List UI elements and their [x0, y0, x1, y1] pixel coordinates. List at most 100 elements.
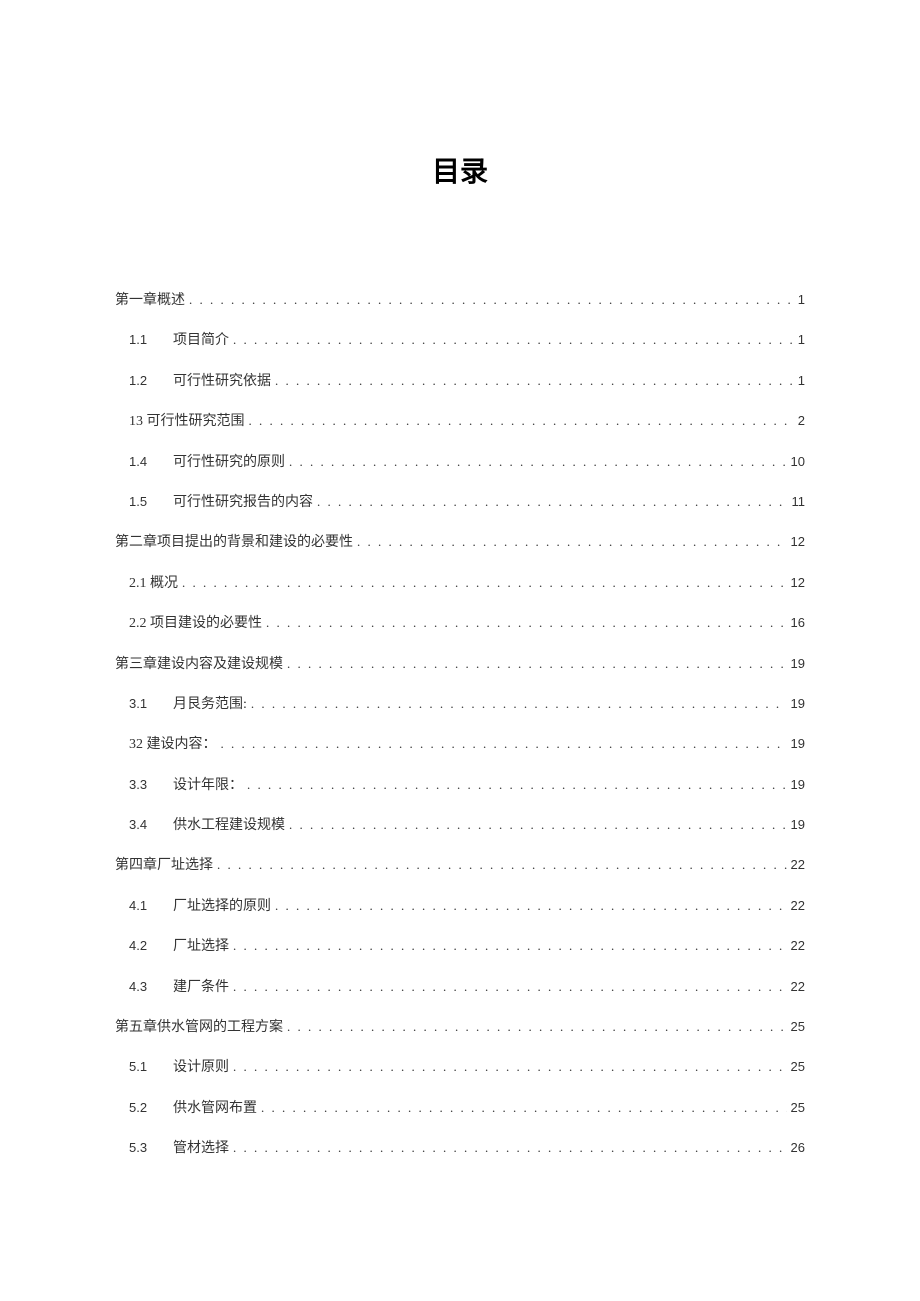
- toc-leader-dots: [182, 573, 787, 594]
- document-page: 目录 第一章概述11.1项目简介11.2可行性研究依据113 可行性研究范围21…: [0, 0, 920, 1279]
- toc-entry-number: 1.4: [129, 452, 153, 473]
- toc-entry-page: 16: [791, 613, 805, 634]
- toc-entry-page: 1: [798, 290, 805, 311]
- toc-entry-text: 可行性研究的原则: [173, 452, 285, 474]
- toc-entry: 4.3建厂条件22: [129, 977, 805, 999]
- page-title: 目录: [115, 150, 805, 190]
- toc-entry: 2.2 项目建设的必要性 16: [129, 613, 805, 635]
- toc-entry-number: 5.2: [129, 1098, 153, 1119]
- toc-entry-text: 第五章供水管网的工程方案: [115, 1017, 283, 1039]
- toc-entry-text: 2.1 概况: [129, 573, 178, 595]
- toc-entry-page: 19: [791, 775, 805, 796]
- toc-entry: 1.5 可行性研究报告的内容 11: [129, 492, 805, 514]
- toc-entry-number: 3.3: [129, 775, 153, 796]
- toc-entry-text: 厂址选择: [173, 936, 229, 958]
- toc-entry-page: 25: [791, 1098, 805, 1119]
- toc-entry-text: 厂址选择的原则: [173, 896, 271, 918]
- toc-entry-text: 可行性研究依据: [173, 371, 271, 393]
- toc-entry-number: 5.3: [129, 1138, 153, 1159]
- toc-entry-number: 5.1: [129, 1057, 153, 1078]
- toc-entry: 第三章建设内容及建设规模 19: [115, 654, 805, 676]
- toc-leader-dots: [317, 492, 788, 513]
- toc-entry: 4.2 厂址选择 22: [129, 936, 805, 958]
- toc-entry: 13 可行性研究范围 2: [129, 411, 805, 433]
- toc-entry: 1.4 可行性研究的原则 10: [129, 452, 805, 474]
- toc-entry-text: 月艮务范围:: [173, 694, 247, 716]
- table-of-contents: 第一章概述 1 1.1 项目简介 1 1.2 可行性研究依据 1 13 可行性研究范围 2 1.4 可…: [115, 290, 805, 1161]
- toc-leader-dots: [357, 532, 787, 553]
- toc-entry: 1.2 可行性研究依据 1: [129, 371, 805, 393]
- toc-entry-text: 32 建设内容：: [129, 734, 217, 756]
- toc-entry-page: 1: [798, 371, 805, 392]
- toc-leader-dots: [233, 1138, 787, 1159]
- toc-entry-page: 1: [798, 330, 805, 351]
- toc-entry: 2.1 概况 12: [129, 573, 805, 595]
- toc-entry: 3.4 供水工程建设规模 19: [129, 815, 805, 837]
- toc-leader-dots: [266, 613, 787, 634]
- toc-entry: 5.3管材选择26: [129, 1138, 805, 1160]
- toc-entry: 5.1 设计原则 25: [129, 1057, 805, 1079]
- toc-entry: 第二章项目提出的背景和建设的必要性 12: [115, 532, 805, 554]
- toc-entry-number: 1.1: [129, 330, 153, 351]
- toc-entry-text: 13 可行性研究范围: [129, 411, 245, 433]
- toc-entry-text: 第四章厂址选择: [115, 855, 213, 877]
- toc-entry: 1.1 项目简介 1: [129, 330, 805, 352]
- toc-entry-page: 19: [791, 694, 805, 715]
- toc-leader-dots: [233, 936, 787, 957]
- toc-leader-dots: [251, 694, 787, 715]
- toc-entry-number: 4.1: [129, 896, 153, 917]
- toc-entry-number: 4.2: [129, 936, 153, 957]
- toc-entry: 第四章厂址选择 22: [115, 855, 805, 877]
- toc-entry-page: 12: [791, 532, 805, 553]
- toc-entry: 5.2供水管网布置25: [129, 1098, 805, 1120]
- toc-entry-text: 第一章概述: [115, 290, 185, 312]
- toc-entry-text: 管材选择: [173, 1138, 229, 1160]
- toc-entry: 3.1 月艮务范围: 19: [129, 694, 805, 716]
- toc-entry-text: 可行性研究报告的内容: [173, 492, 313, 514]
- toc-leader-dots: [287, 1017, 787, 1038]
- toc-leader-dots: [275, 371, 794, 392]
- toc-entry-page: 2: [798, 411, 805, 432]
- toc-entry-page: 22: [791, 855, 805, 876]
- toc-entry-page: 22: [791, 896, 805, 917]
- toc-entry-text: 项目简介: [173, 330, 229, 352]
- toc-entry-page: 11: [792, 492, 806, 513]
- toc-leader-dots: [261, 1098, 787, 1119]
- toc-entry-page: 19: [791, 734, 805, 755]
- toc-entry-text: 设计年限：: [173, 775, 243, 797]
- toc-entry-number: 1.5: [129, 492, 153, 513]
- toc-entry-page: 22: [791, 977, 805, 998]
- toc-leader-dots: [233, 330, 794, 351]
- toc-leader-dots: [221, 734, 787, 755]
- toc-leader-dots: [249, 411, 794, 432]
- toc-entry-text: 设计原则: [173, 1057, 229, 1079]
- toc-entry-text: 供水工程建设规模: [173, 815, 285, 837]
- toc-entry: 32 建设内容： 19: [129, 734, 805, 756]
- toc-entry: 第五章供水管网的工程方案 25: [115, 1017, 805, 1039]
- toc-entry-number: 3.1: [129, 694, 153, 715]
- toc-leader-dots: [247, 775, 787, 796]
- toc-leader-dots: [233, 977, 787, 998]
- toc-leader-dots: [289, 452, 787, 473]
- toc-entry-page: 10: [791, 452, 805, 473]
- toc-entry-page: 19: [791, 654, 805, 675]
- toc-leader-dots: [275, 896, 787, 917]
- toc-entry-page: 12: [791, 573, 805, 594]
- toc-entry-page: 19: [791, 815, 805, 836]
- toc-entry-page: 25: [791, 1057, 805, 1078]
- toc-entry: 第一章概述 1: [115, 290, 805, 312]
- toc-entry-number: 4.3: [129, 977, 153, 998]
- toc-leader-dots: [217, 855, 787, 876]
- toc-leader-dots: [287, 654, 787, 675]
- toc-entry-text: 第二章项目提出的背景和建设的必要性: [115, 532, 353, 554]
- toc-entry: 3.3 设计年限： 19: [129, 775, 805, 797]
- toc-entry-number: 3.4: [129, 815, 153, 836]
- toc-entry-page: 22: [791, 936, 805, 957]
- toc-entry-text: 2.2 项目建设的必要性: [129, 613, 262, 635]
- toc-leader-dots: [233, 1057, 787, 1078]
- toc-entry-number: 1.2: [129, 371, 153, 392]
- toc-entry-text: 第三章建设内容及建设规模: [115, 654, 283, 676]
- toc-entry: 4.1 厂址选择的原则 22: [129, 896, 805, 918]
- toc-entry-page: 25: [791, 1017, 805, 1038]
- toc-leader-dots: [189, 290, 794, 311]
